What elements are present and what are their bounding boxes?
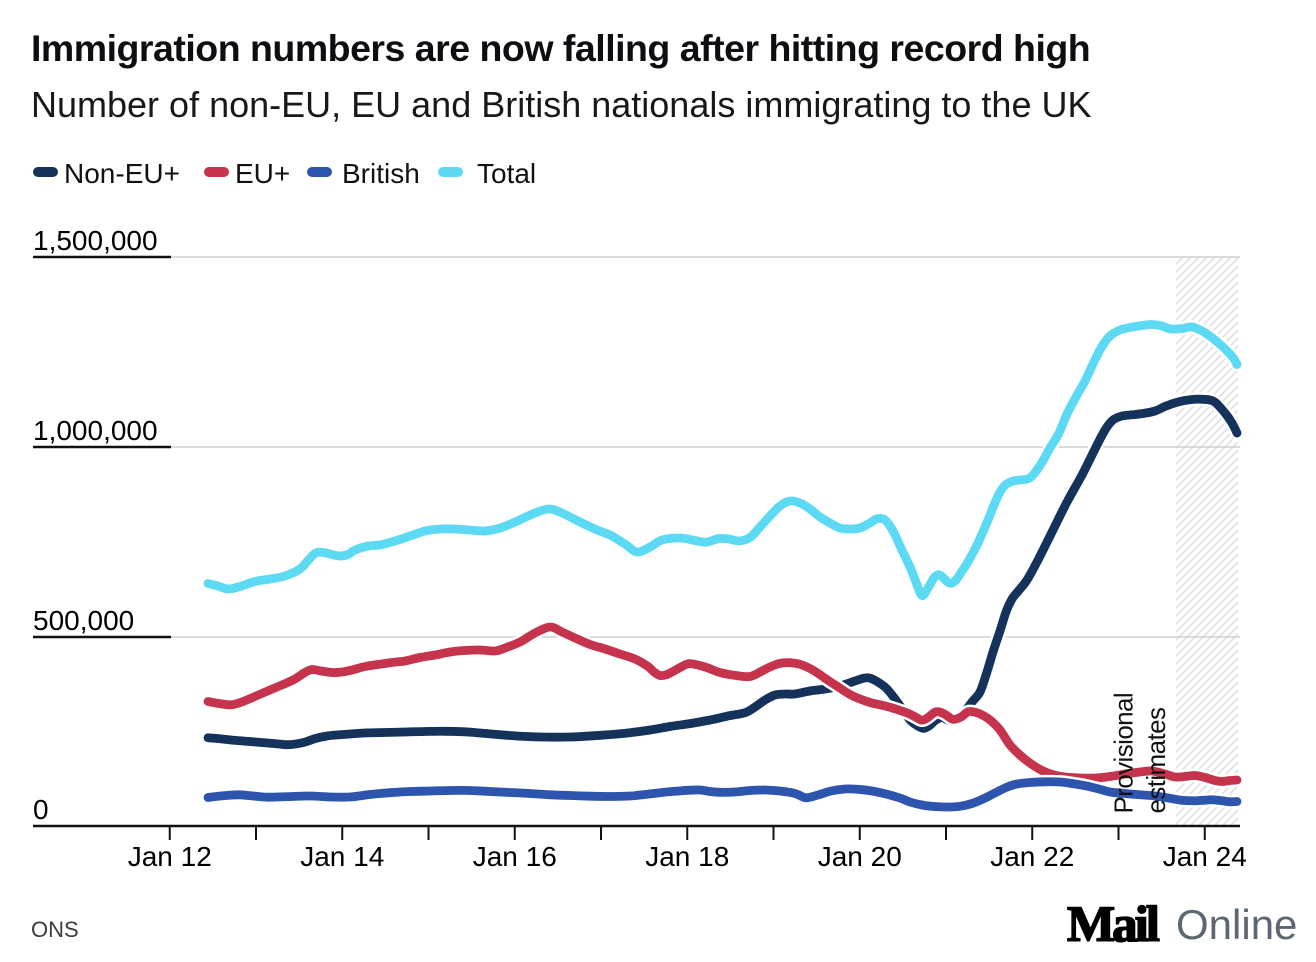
svg-text:Jan 14: Jan 14 xyxy=(300,841,384,872)
svg-text:estimates: estimates xyxy=(1141,707,1171,813)
svg-text:Provisional: Provisional xyxy=(1109,693,1139,814)
svg-text:1,500,000: 1,500,000 xyxy=(33,225,158,256)
svg-text:Jan 16: Jan 16 xyxy=(473,841,557,872)
svg-text:500,000: 500,000 xyxy=(33,605,134,636)
svg-text:Jan 24: Jan 24 xyxy=(1163,841,1247,872)
svg-text:Jan 22: Jan 22 xyxy=(990,841,1074,872)
svg-text:Jan 18: Jan 18 xyxy=(645,841,729,872)
svg-text:0: 0 xyxy=(33,794,49,825)
svg-text:1,000,000: 1,000,000 xyxy=(33,415,158,446)
svg-text:Jan 20: Jan 20 xyxy=(818,841,902,872)
svg-text:Jan 12: Jan 12 xyxy=(128,841,212,872)
